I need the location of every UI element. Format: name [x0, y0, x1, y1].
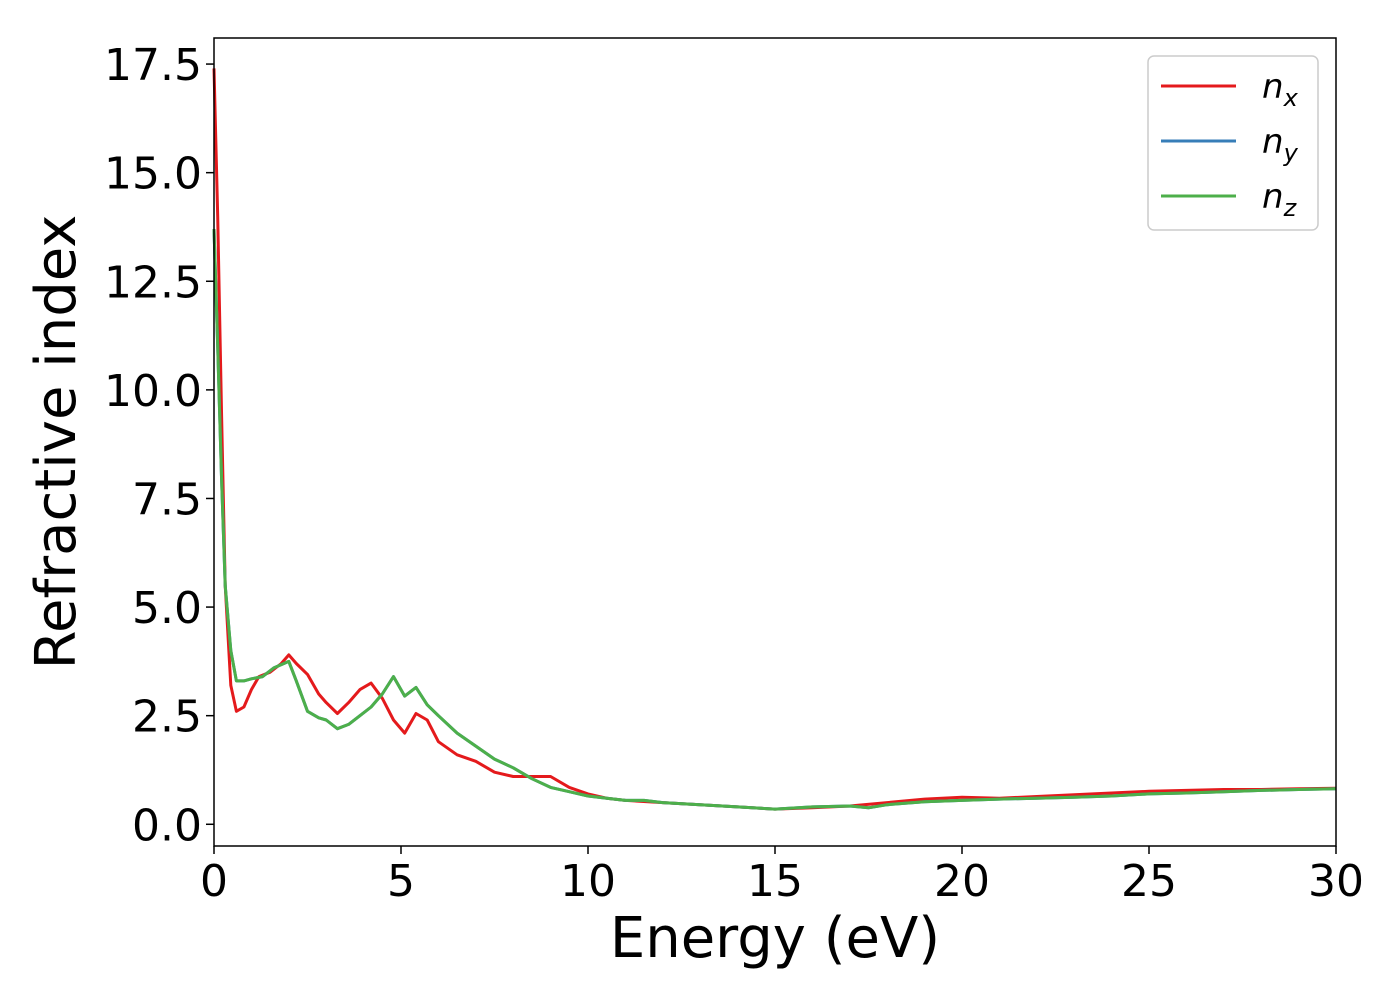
x-tick-label: 20 — [934, 856, 990, 907]
x-tick-label: 5 — [387, 856, 415, 907]
series-layer — [212, 68, 1337, 811]
legend-box — [1147, 55, 1319, 231]
legend-label-nz: nz — [1262, 177, 1298, 222]
x-axis-label: Energy (eV) — [610, 906, 940, 971]
y-tick-label: 10.0 — [104, 366, 202, 417]
legend: nx ny nz — [1147, 55, 1319, 231]
y-tick-label: 7.5 — [132, 474, 202, 525]
series-line-n-z — [212, 229, 1337, 811]
y-tick-label: 15.0 — [104, 149, 202, 200]
y-tick-label: 5.0 — [132, 583, 202, 634]
y-tick-label: 2.5 — [132, 692, 202, 743]
y-axis-ticks: 0.0 2.5 5.0 7.5 10.0 12.5 15.0 17.5 — [104, 40, 214, 851]
y-tick-label: 17.5 — [104, 40, 202, 91]
x-tick-label: 15 — [747, 856, 803, 907]
series-line-n-y — [212, 229, 1337, 811]
x-axis-ticks: 0 5 10 15 20 25 30 — [200, 846, 1364, 907]
x-tick-label: 25 — [1121, 856, 1177, 907]
y-axis-label: Refractive index — [24, 215, 89, 670]
y-tick-label: 12.5 — [104, 257, 202, 308]
x-tick-label: 0 — [200, 856, 228, 907]
x-tick-label: 10 — [560, 856, 616, 907]
legend-label-nx: nx — [1262, 67, 1299, 112]
x-tick-label: 30 — [1308, 856, 1364, 907]
y-tick-label: 0.0 — [132, 800, 202, 851]
legend-label-ny: ny — [1262, 122, 1299, 167]
